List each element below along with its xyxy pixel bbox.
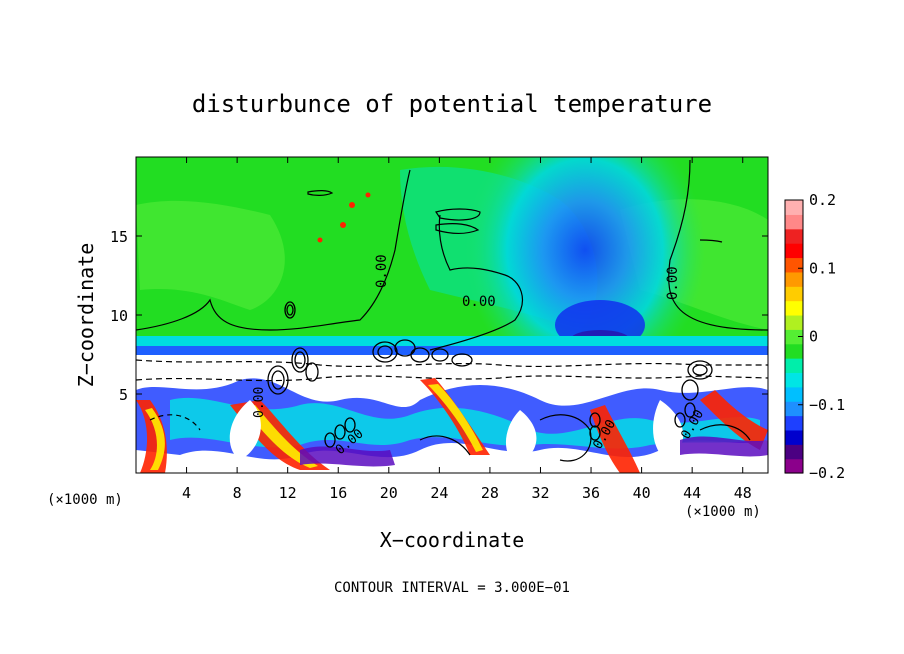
x-tick-label: 44	[683, 484, 701, 502]
white-band	[136, 355, 768, 370]
y-axis-label: Z−coordinate	[74, 243, 98, 388]
x-axis-label: X−coordinate	[380, 528, 525, 552]
x-tick-label: 36	[582, 484, 600, 502]
colorbar-swatch	[785, 286, 803, 302]
colorbar-swatch	[785, 358, 803, 374]
colorbar-swatch	[785, 271, 803, 287]
contour-label: 0.00	[665, 266, 681, 300]
colorbar-swatch	[785, 429, 803, 445]
contour-label: 0.00	[252, 387, 267, 418]
x-unit-right: (×1000 m)	[685, 504, 761, 520]
colorbar: 0.2 0.1 0 −0.1 −0.2	[784, 191, 845, 482]
y-tick-label: 10	[110, 307, 128, 325]
colorbar-swatch	[785, 444, 803, 460]
colorbar-swatch	[785, 257, 803, 273]
x-tick-label: 4	[182, 484, 191, 502]
colorbar-tick-label: 0	[809, 328, 818, 346]
colorbar-swatch	[785, 243, 803, 259]
plot-area	[136, 157, 768, 473]
y-axis: 5 10 15	[110, 228, 768, 404]
colorbar-swatch	[785, 214, 803, 230]
colorbar-swatch	[785, 200, 803, 215]
colorbar-swatch	[785, 228, 803, 244]
red-speckles	[317, 192, 371, 243]
y-tick-label: 15	[110, 228, 128, 246]
colorbar-swatch	[785, 343, 803, 359]
x-tick-label: 12	[279, 484, 297, 502]
chart-title: disturbunce of potential temperature	[192, 90, 712, 118]
colorbar-swatch	[785, 329, 803, 345]
colorbar-tick-label: 0.2	[809, 191, 836, 209]
contours	[136, 159, 768, 462]
x-tick-label: 40	[633, 484, 651, 502]
x-unit-left: (×1000 m)	[47, 492, 123, 508]
colorbar-swatch	[785, 300, 803, 316]
colorbar-swatch	[785, 401, 803, 417]
colorbar-swatch	[785, 314, 803, 330]
colorbar-tick-label: 0.1	[809, 259, 836, 277]
colorbar-swatch	[785, 386, 803, 402]
x-tick-label: 32	[531, 484, 549, 502]
x-tick-label: 8	[233, 484, 242, 502]
x-axis: 4 8 12 16 20 24 28 32 36 40 44 48	[182, 157, 752, 502]
contour-clusters	[267, 301, 713, 448]
x-tick-label: 16	[329, 484, 347, 502]
colorbar-tick-label: −0.1	[809, 396, 845, 414]
y-tick-label: 5	[119, 386, 128, 404]
blue-band	[136, 346, 768, 356]
x-tick-label: 20	[380, 484, 398, 502]
contour-interval-note: CONTOUR INTERVAL = 3.000E−01	[334, 580, 570, 596]
lower-purple-structure	[300, 436, 768, 467]
upper-green-patch	[136, 200, 285, 310]
colorbar-tick-label: −0.2	[809, 464, 845, 482]
x-tick-label: 28	[481, 484, 499, 502]
cyan-plume	[465, 157, 705, 390]
contour-label: 0.00	[374, 254, 390, 288]
colorbar-swatch	[785, 372, 803, 388]
cyan-band	[136, 336, 768, 348]
x-tick-label: 48	[734, 484, 752, 502]
x-tick-label: 24	[430, 484, 448, 502]
contour-label: 0.00	[462, 294, 496, 310]
colorbar-swatch	[785, 415, 803, 431]
colorbar-swatch	[785, 458, 803, 474]
